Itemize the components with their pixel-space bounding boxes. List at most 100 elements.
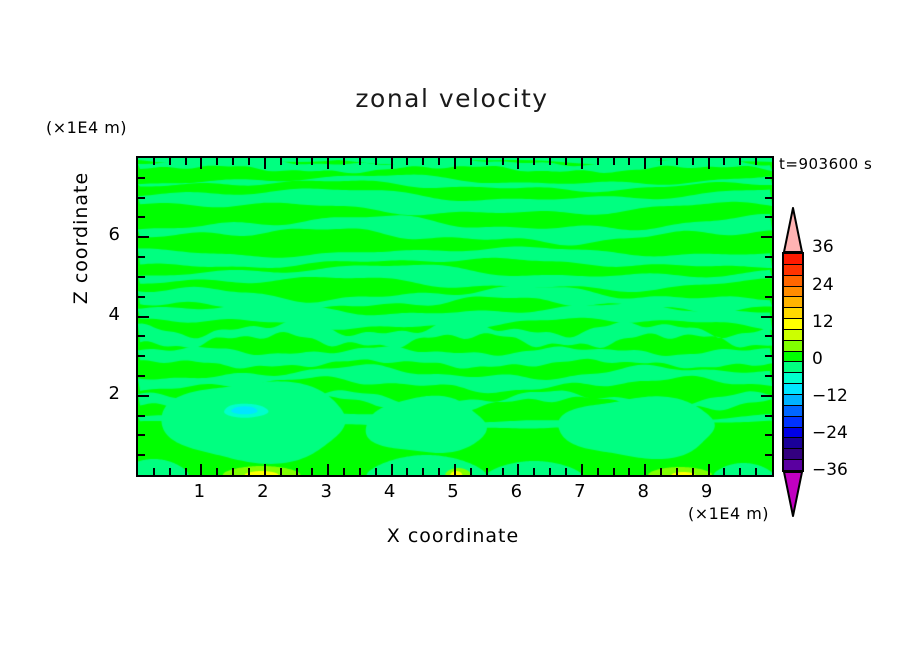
tick-mark bbox=[200, 464, 203, 475]
x-tick-label: 1 bbox=[193, 481, 206, 502]
tick-mark bbox=[216, 158, 219, 165]
tick-mark bbox=[765, 374, 772, 377]
tick-mark bbox=[675, 468, 678, 475]
tick-mark bbox=[761, 236, 772, 239]
tick-mark bbox=[761, 394, 772, 397]
y-axis-title: Z coordinate bbox=[70, 171, 92, 305]
tick-mark bbox=[138, 176, 145, 179]
tick-mark bbox=[675, 158, 678, 165]
colorbar-segment bbox=[784, 340, 802, 352]
tick-mark bbox=[138, 216, 145, 219]
tick-mark bbox=[422, 158, 425, 165]
tick-mark bbox=[454, 158, 456, 169]
tick-mark bbox=[628, 158, 631, 165]
tick-mark bbox=[533, 158, 536, 165]
colorbar-segment bbox=[784, 264, 802, 276]
x-tick-label: 7 bbox=[574, 481, 586, 502]
colorbar-tick-label: 36 bbox=[812, 237, 834, 257]
tick-mark bbox=[279, 158, 282, 165]
tick-mark bbox=[138, 394, 149, 397]
tick-mark bbox=[628, 468, 631, 475]
tick-mark bbox=[691, 468, 694, 475]
colorbar-tick-label: 0 bbox=[812, 349, 823, 369]
tick-mark bbox=[358, 468, 361, 475]
tick-mark bbox=[765, 295, 772, 298]
tick-mark bbox=[644, 158, 647, 169]
colorbar-over-arrow-icon bbox=[782, 207, 804, 253]
tick-mark bbox=[723, 468, 726, 475]
tick-mark bbox=[438, 158, 441, 165]
tick-mark bbox=[263, 158, 266, 169]
colorbar-scale bbox=[782, 252, 804, 472]
tick-mark bbox=[765, 275, 772, 278]
tick-mark bbox=[406, 468, 409, 475]
tick-mark bbox=[469, 158, 472, 165]
tick-mark bbox=[343, 158, 346, 165]
tick-mark bbox=[596, 468, 599, 475]
tick-mark bbox=[152, 468, 155, 475]
tick-mark bbox=[549, 158, 552, 165]
x-tick-label: 6 bbox=[510, 481, 523, 502]
tick-mark bbox=[168, 158, 171, 165]
tick-mark bbox=[138, 414, 145, 417]
x-tick-label: 4 bbox=[383, 481, 396, 502]
tick-mark bbox=[138, 454, 145, 457]
tick-mark bbox=[501, 468, 504, 475]
colorbar-under-arrow-icon bbox=[782, 471, 804, 517]
tick-mark bbox=[279, 468, 282, 475]
colorbar-tick-label: −12 bbox=[812, 386, 848, 406]
tick-mark bbox=[549, 468, 552, 475]
tick-mark bbox=[374, 468, 377, 475]
tick-mark bbox=[247, 158, 250, 165]
x-tick-label: 2 bbox=[257, 481, 269, 502]
tick-mark bbox=[580, 464, 583, 475]
time-annotation: t=903600 s bbox=[779, 155, 873, 173]
tick-mark bbox=[660, 468, 663, 475]
tick-mark bbox=[612, 468, 615, 475]
tick-mark bbox=[564, 468, 567, 475]
colorbar-segment bbox=[784, 362, 802, 374]
contour-field-canvas bbox=[138, 158, 772, 475]
y-tick-label: 2 bbox=[108, 382, 120, 404]
tick-mark bbox=[596, 158, 599, 165]
x-axis-title: X coordinate bbox=[386, 525, 520, 547]
tick-mark bbox=[755, 158, 758, 165]
plot-area bbox=[136, 156, 774, 477]
colorbar-segment bbox=[784, 384, 802, 395]
colorbar-tick-label: −24 bbox=[812, 423, 848, 443]
tick-mark bbox=[358, 158, 361, 165]
tick-mark bbox=[723, 158, 726, 165]
colorbar-tick-label: 12 bbox=[812, 312, 834, 332]
tick-mark bbox=[390, 158, 393, 169]
colorbar-segment bbox=[784, 427, 802, 439]
tick-mark bbox=[295, 158, 298, 165]
colorbar-segment bbox=[784, 351, 802, 363]
tick-mark bbox=[232, 158, 235, 165]
tick-mark bbox=[761, 315, 772, 318]
tick-mark bbox=[327, 464, 330, 475]
tick-mark bbox=[469, 468, 472, 475]
tick-mark bbox=[390, 464, 393, 475]
colorbar-segment bbox=[784, 329, 802, 341]
tick-mark bbox=[152, 158, 155, 165]
colorbar-segment bbox=[784, 416, 802, 428]
y-tick-label: 6 bbox=[108, 224, 120, 246]
tick-mark bbox=[138, 434, 145, 437]
tick-mark bbox=[707, 158, 710, 169]
tick-mark bbox=[580, 158, 583, 169]
tick-mark bbox=[232, 468, 235, 475]
tick-mark bbox=[138, 196, 145, 199]
colorbar-segment bbox=[784, 254, 802, 265]
tick-mark bbox=[438, 468, 441, 475]
tick-mark bbox=[501, 158, 504, 165]
tick-mark bbox=[765, 454, 772, 457]
tick-mark bbox=[138, 374, 145, 377]
x-tick-label: 9 bbox=[700, 481, 713, 502]
tick-mark bbox=[517, 464, 520, 475]
tick-mark bbox=[138, 236, 149, 239]
tick-mark bbox=[485, 158, 488, 165]
tick-mark bbox=[138, 275, 145, 278]
x-tick-label: 5 bbox=[447, 481, 459, 502]
colorbar-segment bbox=[784, 286, 802, 298]
tick-mark bbox=[327, 158, 330, 169]
